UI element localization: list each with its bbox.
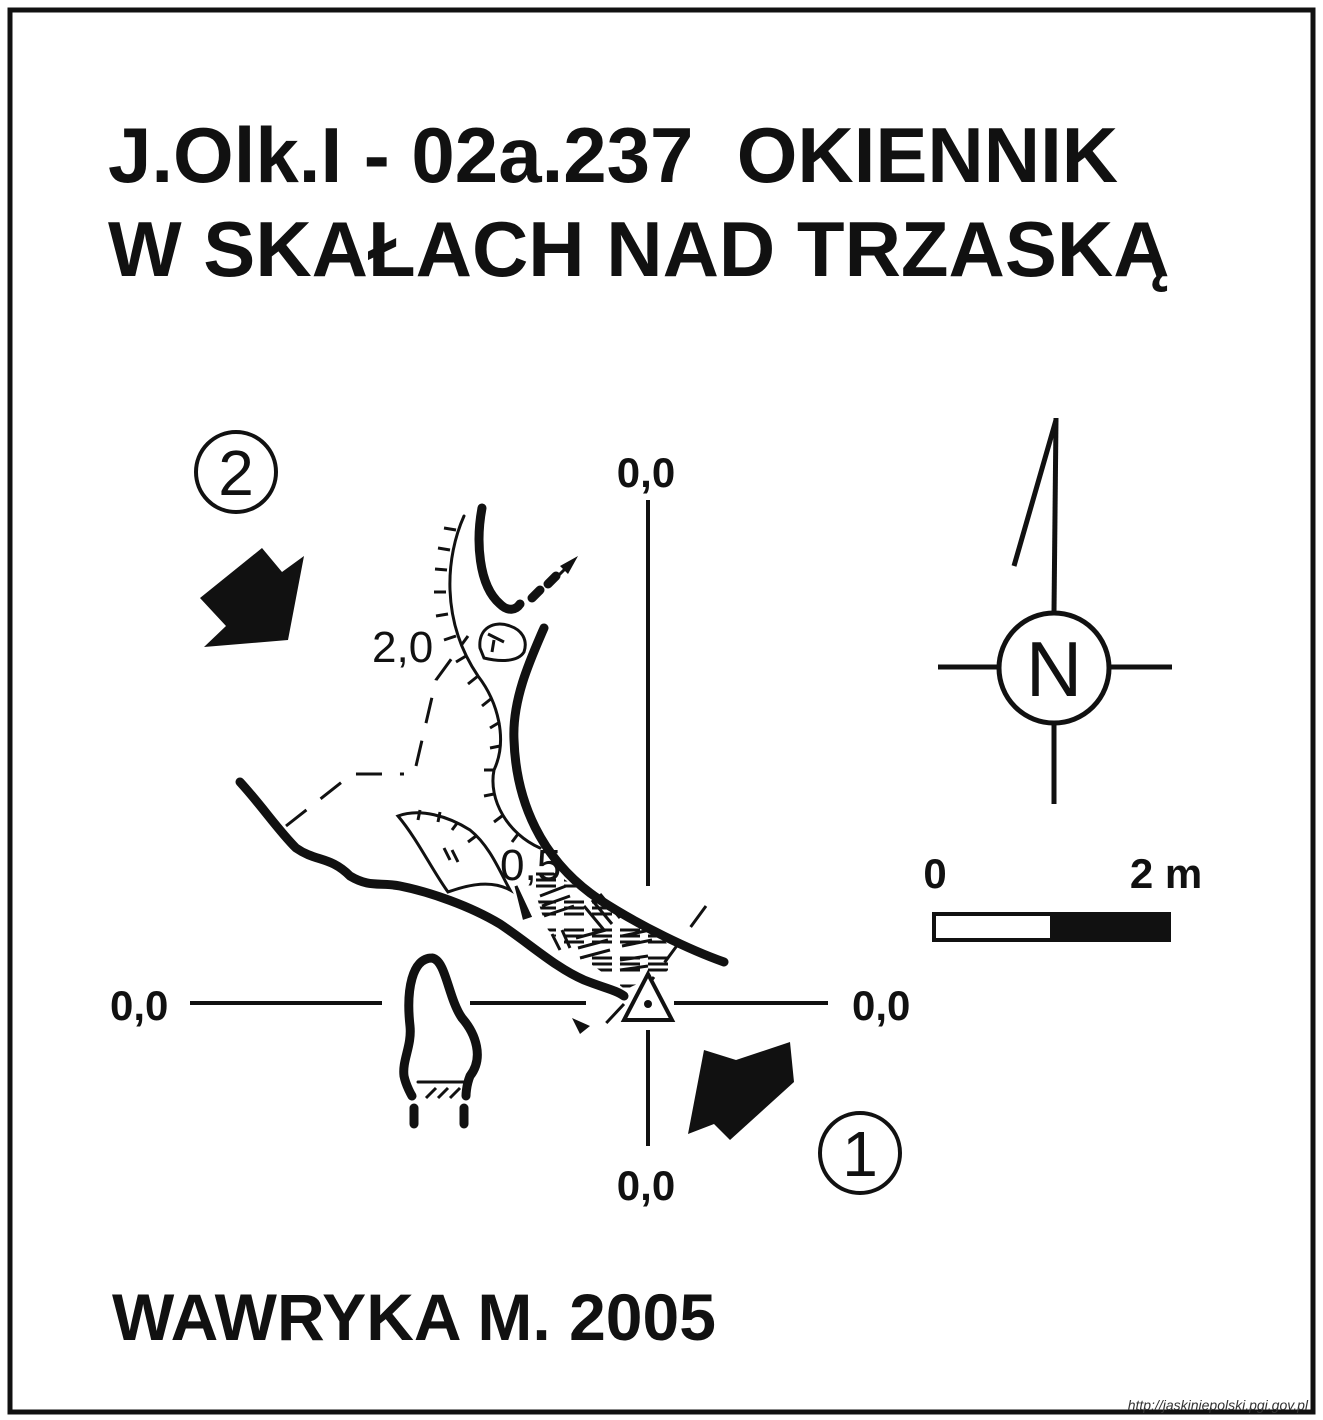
slope-arrow [514, 885, 533, 920]
map-title-line-2: W SKAŁACH NAD TRZASKĄ [108, 205, 1170, 293]
north-letter: N [1026, 625, 1082, 713]
entrance-arrow-1 [688, 1042, 794, 1140]
depth-label-2: 0,5 [500, 841, 561, 890]
survey-station [620, 969, 676, 1022]
route-arrowhead-bottom [572, 1018, 590, 1034]
map-frame [7, 7, 1316, 1415]
section-label-right: 0,0 [852, 982, 910, 1029]
map-title-line-1: J.Olk.I - 02a.237 OKIENNIK [108, 111, 1118, 199]
scale-bar-start-label: 0 [923, 850, 946, 897]
ledge-ticks [416, 526, 520, 844]
entrance-marker-1: 1 [818, 1111, 902, 1195]
boulder-symbol [478, 622, 527, 662]
hatch-strokes [424, 847, 653, 1100]
svg-text:1: 1 [842, 1118, 878, 1190]
entrance-marker-2: 2 [194, 430, 278, 514]
map-author: WAWRYKA M. 2005 [112, 1280, 716, 1354]
section-lines [190, 500, 828, 1146]
section-label-top: 0,0 [617, 449, 675, 496]
source-credit: http://jaskiniepolski.pgi.gov.pl [1128, 1397, 1309, 1413]
route-arrowhead-top [560, 556, 578, 574]
scale-bar-end-label: 2 m [1130, 850, 1202, 897]
north-arrow [938, 417, 1172, 804]
scale-bar [932, 912, 1171, 942]
section-label-left: 0,0 [110, 982, 168, 1029]
svg-text:2: 2 [218, 437, 254, 509]
cave-walls [235, 503, 729, 1129]
depth-label-1: 2,0 [372, 623, 433, 672]
section-label-bottom: 0,0 [617, 1162, 675, 1209]
entrance-arrow-2 [200, 548, 304, 647]
